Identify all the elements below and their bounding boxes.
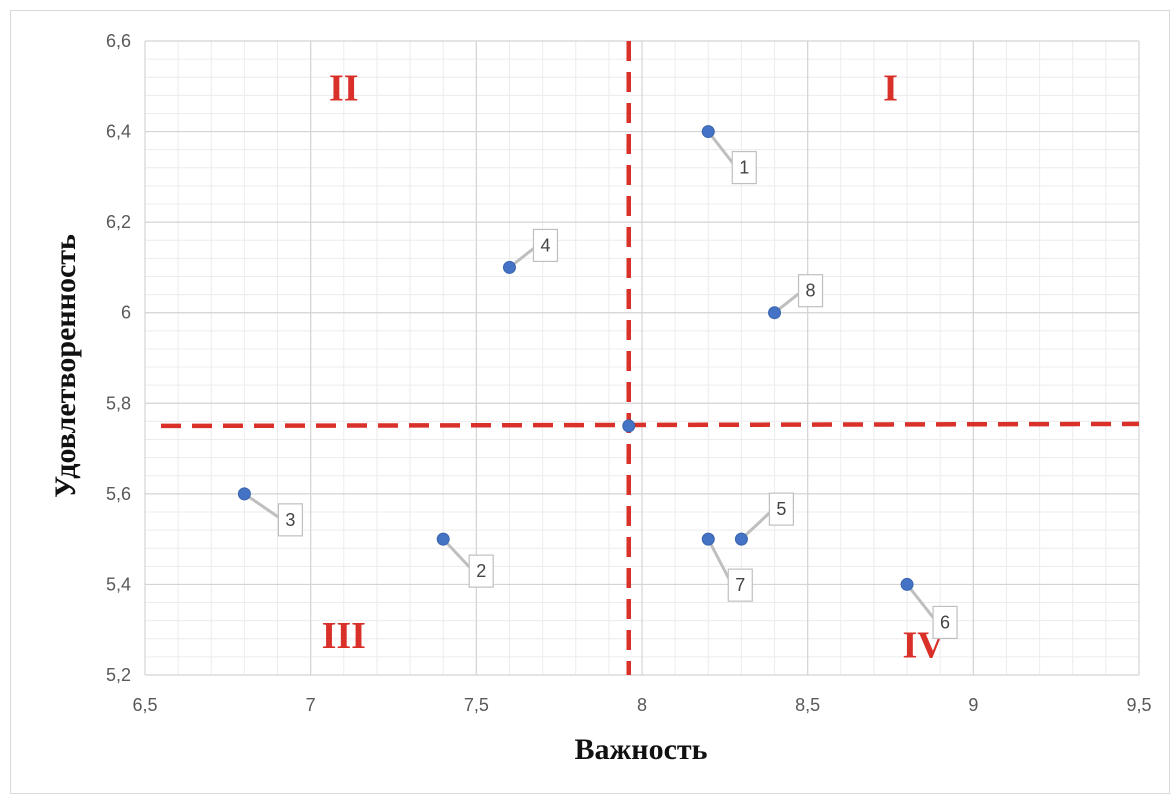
- chart-frame: 6,5 7 7,5 8 8,5 9 9,5 5,2 5,4 5,6 5,8 6 6,2 6,4 6,6 I…: [10, 10, 1170, 794]
- x-tick-label: 9: [968, 695, 978, 715]
- data-point: [701, 125, 715, 139]
- data-point: [436, 532, 450, 546]
- data-label: 6: [940, 612, 950, 632]
- y-tick-label: 5,8: [106, 393, 131, 413]
- label-leader-line: [442, 538, 475, 573]
- quadrant-label: III: [322, 615, 366, 657]
- data-label: 2: [476, 561, 486, 581]
- quadrant-label: I: [883, 67, 898, 109]
- data-labels: 1 2 3 4 5 6 7 8: [277, 150, 958, 640]
- data-point: [900, 577, 914, 591]
- data-label-box: [468, 554, 494, 588]
- data-point: [237, 487, 251, 501]
- data-point: [768, 306, 782, 320]
- data-point: [701, 532, 715, 546]
- label-leader-line: [740, 508, 775, 541]
- horizontal-reference-line: [160, 421, 1140, 429]
- data-points: [237, 125, 914, 591]
- data-label-box: [768, 492, 795, 526]
- label-leader-line: [243, 492, 284, 522]
- data-label: 1: [739, 158, 749, 178]
- data-point: [734, 532, 748, 546]
- y-tick-label: 6,6: [106, 31, 131, 51]
- data-label-box: [731, 150, 757, 185]
- data-label-box: [727, 568, 753, 602]
- x-tick-label: 7: [306, 695, 316, 715]
- x-tick-label: 8: [637, 695, 647, 715]
- y-tick-label: 5,6: [106, 484, 131, 504]
- data-point: [622, 419, 636, 433]
- y-axis-title: Удовлетворенность: [49, 234, 82, 498]
- data-label-box: [797, 274, 824, 308]
- data-label-box: [932, 605, 958, 640]
- x-tick-label: 8,5: [795, 695, 820, 715]
- y-axis-ticks: 5,2 5,4 5,6 5,8 6 6,2 6,4 6,6: [106, 31, 131, 685]
- label-leader-line: [707, 130, 738, 169]
- x-axis-title: Важность: [575, 733, 708, 766]
- y-tick-label: 5,2: [106, 665, 131, 685]
- label-leader-line: [905, 583, 939, 624]
- x-tick-label: 7,5: [464, 695, 489, 715]
- reference-lines: [160, 41, 1140, 675]
- data-point: [502, 260, 516, 274]
- y-tick-label: 6: [121, 303, 131, 323]
- data-label-box: [532, 228, 559, 263]
- y-tick-label: 5,4: [106, 574, 131, 594]
- data-label: 5: [776, 499, 786, 519]
- label-leaders: [243, 130, 939, 624]
- x-axis-ticks: 6,5 7 7,5 8 8,5 9 9,5: [132, 695, 1151, 715]
- scatter-chart: 6,5 7 7,5 8 8,5 9 9,5 5,2 5,4 5,6 5,8 6 6,2 6,4 6,6 I…: [49, 31, 1152, 766]
- data-label: 8: [806, 281, 816, 301]
- data-label: 4: [540, 235, 550, 255]
- quadrant-label: II: [329, 67, 359, 109]
- data-label-box: [277, 503, 303, 537]
- data-label: 7: [735, 575, 745, 595]
- major-grid: [144, 40, 1140, 676]
- x-tick-label: 6,5: [132, 695, 157, 715]
- x-tick-label: 9,5: [1126, 695, 1151, 715]
- data-label: 3: [285, 510, 295, 530]
- y-tick-label: 6,2: [106, 212, 131, 232]
- y-tick-label: 6,4: [106, 122, 131, 142]
